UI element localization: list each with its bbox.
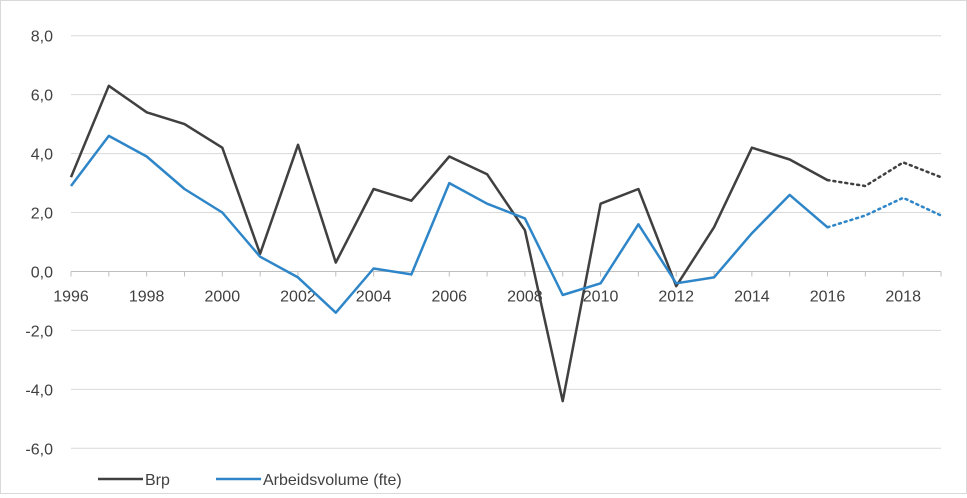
series-line-0 — [69, 84, 829, 403]
series-projection-0 — [826, 161, 943, 188]
series-line-1 — [70, 134, 829, 314]
y-tick-label: -6,0 — [25, 441, 53, 458]
y-axis-ticks: 8,0 6,0 4,0 2,0 0,0 -2,0 -4,0 -6,0 — [25, 29, 53, 459]
x-tick-label: 2000 — [205, 288, 241, 305]
gridlines — [71, 35, 941, 449]
legend-label: Brp — [145, 472, 170, 489]
y-tick-label: 0,0 — [31, 264, 53, 281]
x-tick-label: 2010 — [583, 288, 619, 305]
x-tick-label: 2018 — [885, 288, 921, 305]
x-tick-label: 1998 — [129, 288, 165, 305]
x-tick-label: 2008 — [507, 288, 543, 305]
y-tick-label: 6,0 — [31, 88, 53, 105]
x-tick-label: 2006 — [431, 288, 467, 305]
y-tick-label: 2,0 — [31, 206, 53, 223]
x-tick-label: 2016 — [810, 288, 846, 305]
y-tick-label: 8,0 — [31, 29, 53, 46]
x-tick-label: 1996 — [53, 288, 89, 305]
x-tick-label: 2004 — [356, 288, 392, 305]
x-tick-label: 2002 — [280, 288, 316, 305]
series-projection-1 — [826, 196, 943, 229]
legend: Brp Arbeidsvolume (fte) — [98, 472, 402, 489]
x-tick-label: 2012 — [658, 288, 694, 305]
x-tick-label: 2014 — [734, 288, 770, 305]
y-tick-label: -2,0 — [25, 323, 53, 340]
legend-label: Arbeidsvolume (fte) — [263, 472, 402, 489]
x-axis: 1996 1998 2000 2002 2004 2006 2008 2010 2012 2014… — [53, 270, 942, 305]
y-tick-label: -4,0 — [25, 382, 53, 399]
series-lines — [69, 84, 943, 403]
y-tick-label: 4,0 — [31, 147, 53, 164]
